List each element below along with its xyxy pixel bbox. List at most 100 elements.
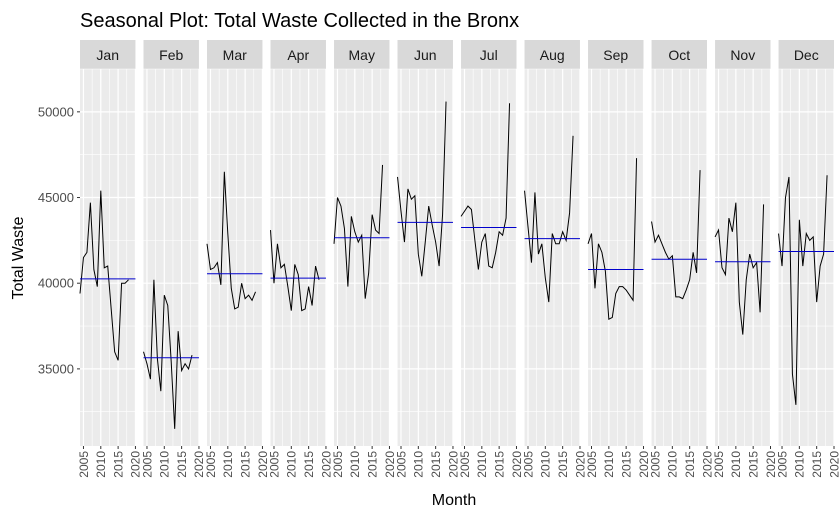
series-line-nov bbox=[714, 202, 765, 335]
x-tick-label: 2020 bbox=[637, 451, 651, 478]
x-tick-label: 2010 bbox=[221, 451, 235, 478]
y-axis-title: Total Waste bbox=[10, 216, 27, 299]
panel-background bbox=[461, 69, 517, 446]
series-line-feb bbox=[143, 279, 193, 429]
strip-label-jun: Jun bbox=[414, 47, 437, 63]
panel-apr: Apr 2005 2010 2015 2020 bbox=[267, 40, 333, 478]
strip-label-feb: Feb bbox=[159, 47, 183, 63]
x-tick-label: 2005 bbox=[204, 451, 218, 478]
x-tick-label: 2015 bbox=[619, 451, 633, 478]
strip-label-jan: Jan bbox=[96, 47, 119, 63]
x-tick-label: 2005 bbox=[267, 451, 281, 478]
y-tick-label: 50000 bbox=[38, 104, 74, 119]
strip-jul bbox=[461, 40, 517, 69]
panel-background bbox=[207, 69, 263, 446]
x-tick-label: 2010 bbox=[475, 451, 489, 478]
strip-label-nov: Nov bbox=[730, 47, 755, 63]
x-tick-label: 2005 bbox=[648, 451, 662, 478]
y-tick-label: 40000 bbox=[38, 276, 74, 291]
x-tick-label: 2015 bbox=[492, 451, 506, 478]
x-tick-label: 2020 bbox=[700, 451, 714, 478]
panel-nov: Nov 2005 2010 2015 2020 bbox=[712, 40, 778, 478]
series-line-apr bbox=[270, 230, 320, 312]
x-tick-label: 2020 bbox=[764, 451, 778, 478]
x-tick-label: 2010 bbox=[793, 451, 807, 478]
strip-label-mar: Mar bbox=[223, 47, 247, 63]
x-tick-label: 2010 bbox=[158, 451, 172, 478]
strip-label-may: May bbox=[349, 47, 375, 63]
strip-label-jul: Jul bbox=[480, 47, 498, 63]
x-tick-label: 2015 bbox=[746, 451, 760, 478]
x-tick-label: 2010 bbox=[94, 451, 108, 478]
series-line-jan bbox=[79, 190, 129, 361]
panel-dec: Dec 2005 2010 2015 2020 bbox=[775, 40, 840, 478]
strip-label-apr: Apr bbox=[287, 47, 309, 63]
strip-oct bbox=[651, 40, 707, 69]
x-tick-label: 2005 bbox=[585, 451, 599, 478]
x-tick-label: 2015 bbox=[683, 451, 697, 478]
panel-jan: Jan 2005 2010 2015 2020 bbox=[77, 40, 143, 478]
x-tick-label: 2020 bbox=[446, 451, 460, 478]
panel-background bbox=[80, 69, 136, 446]
x-tick-label: 2015 bbox=[302, 451, 316, 478]
x-tick-label: 2010 bbox=[412, 451, 426, 478]
y-tick-label: 35000 bbox=[38, 361, 74, 376]
strip-may bbox=[334, 40, 390, 69]
strip-dec bbox=[778, 40, 834, 69]
chart-title: Seasonal Plot: Total Waste Collected in … bbox=[80, 10, 519, 32]
series-line-aug bbox=[524, 135, 574, 303]
strip-jun bbox=[397, 40, 453, 69]
x-tick-label: 2005 bbox=[458, 451, 472, 478]
x-tick-label: 2005 bbox=[331, 451, 345, 478]
panel-background bbox=[588, 69, 644, 446]
series-line-mar bbox=[206, 171, 256, 310]
strip-jan bbox=[80, 40, 136, 69]
panel-aug: Aug 2005 2010 2015 2020 bbox=[521, 40, 587, 478]
panel-jul: Jul 2005 2010 2015 2020 bbox=[458, 40, 524, 478]
panel-background bbox=[143, 69, 199, 446]
x-tick-label: 2005 bbox=[521, 451, 535, 478]
panel-background bbox=[651, 69, 707, 446]
x-tick-label: 2015 bbox=[556, 451, 570, 478]
strip-label-dec: Dec bbox=[794, 47, 819, 63]
x-tick-label: 2010 bbox=[539, 451, 553, 478]
series-line-jul bbox=[460, 103, 511, 270]
panel-background bbox=[334, 69, 390, 446]
x-tick-label: 2015 bbox=[365, 451, 379, 478]
strip-feb bbox=[143, 40, 199, 69]
x-tick-label: 2010 bbox=[729, 451, 743, 478]
x-tick-label: 2015 bbox=[238, 451, 252, 478]
series-line-oct bbox=[651, 170, 701, 300]
series-line-sep bbox=[587, 158, 638, 320]
series-line-may bbox=[333, 164, 384, 299]
strip-nov bbox=[715, 40, 771, 69]
panel-sep: Sep 2005 2010 2015 2020 bbox=[585, 40, 651, 478]
series-line-jun bbox=[397, 101, 447, 277]
x-tick-label: 2010 bbox=[348, 451, 362, 478]
x-axis-title: Month bbox=[432, 492, 476, 509]
x-tick-label: 2015 bbox=[111, 451, 125, 478]
series-line-dec bbox=[778, 175, 828, 405]
x-tick-label: 2020 bbox=[573, 451, 587, 478]
x-tick-label: 2020 bbox=[319, 451, 333, 478]
y-tick-label: 45000 bbox=[38, 190, 74, 205]
x-tick-label: 2005 bbox=[140, 451, 154, 478]
strip-aug bbox=[524, 40, 580, 69]
panel-may: May 2005 2010 2015 2020 bbox=[331, 40, 397, 478]
x-tick-label: 2005 bbox=[712, 451, 726, 478]
x-tick-label: 2020 bbox=[827, 451, 840, 478]
y-axis: 35000 40000 45000 50000 bbox=[38, 104, 80, 376]
strip-apr bbox=[270, 40, 326, 69]
strip-mar bbox=[207, 40, 263, 69]
x-tick-label: 2005 bbox=[775, 451, 789, 478]
x-tick-label: 2015 bbox=[175, 451, 189, 478]
x-tick-label: 2010 bbox=[602, 451, 616, 478]
panel-oct: Oct 2005 2010 2015 2020 bbox=[648, 40, 714, 478]
x-tick-label: 2020 bbox=[510, 451, 524, 478]
x-tick-label: 2020 bbox=[383, 451, 397, 478]
panel-background bbox=[524, 69, 580, 446]
x-tick-label: 2015 bbox=[429, 451, 443, 478]
strip-label-sep: Sep bbox=[603, 47, 628, 63]
